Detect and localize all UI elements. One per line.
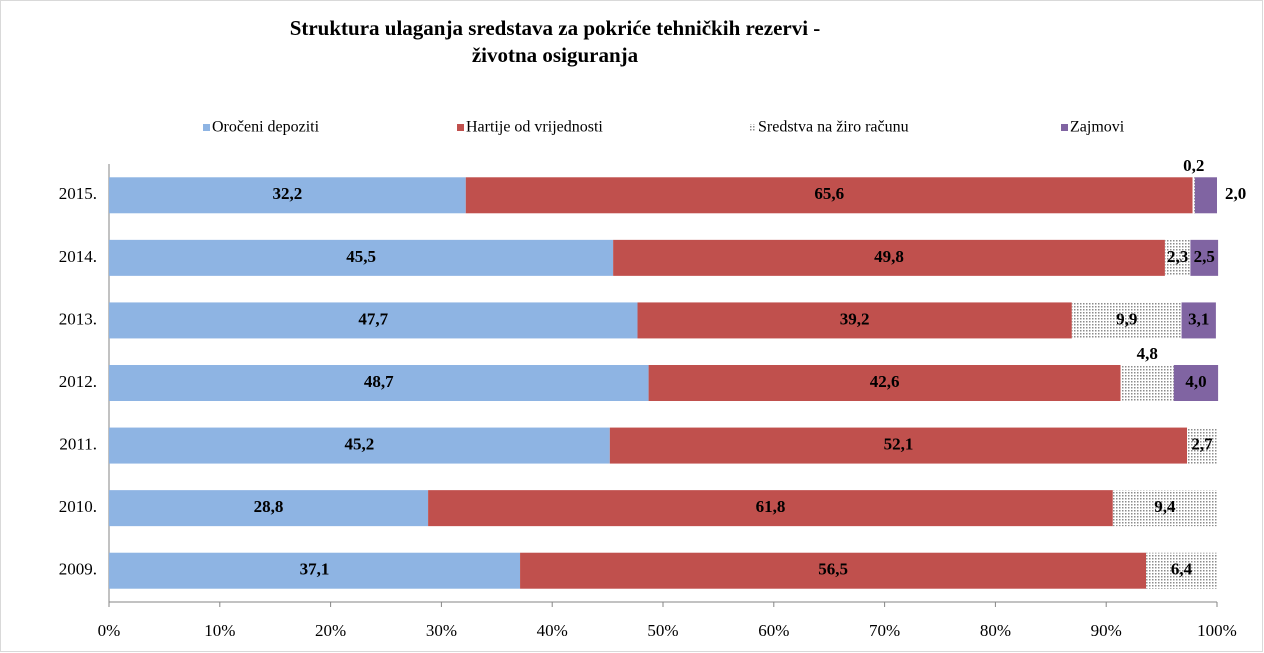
y-tick-label: 2010.: [59, 497, 97, 516]
legend-label: Zajmovi: [1070, 119, 1125, 136]
data-label: 42,6: [870, 372, 900, 391]
bar-segment: [613, 239, 1165, 276]
bar-segment: [109, 552, 521, 589]
bar-segment: [109, 302, 638, 339]
bar-segment: [109, 427, 610, 464]
data-label: 6,4: [1171, 560, 1193, 579]
x-tick-label: 60%: [758, 621, 789, 640]
data-label: 0,2: [1183, 156, 1204, 175]
legend-label: Oročeni depoziti: [212, 119, 320, 136]
bar-segment: [1164, 239, 1191, 276]
x-tick-label: 70%: [869, 621, 900, 640]
data-label: 32,2: [273, 184, 303, 203]
x-tick-label: 0%: [98, 621, 121, 640]
y-tick-label: 2015.: [59, 184, 97, 203]
bar-segment: [1190, 239, 1219, 276]
data-label: 9,4: [1154, 497, 1176, 516]
y-tick-label: 2013.: [59, 309, 97, 328]
y-tick-label: 2012.: [59, 372, 97, 391]
bar-segment: [109, 177, 466, 214]
data-label: 4,0: [1185, 372, 1206, 391]
bar-segment: [428, 490, 1113, 527]
data-label: 2,7: [1191, 434, 1213, 453]
data-label: 48,7: [364, 372, 394, 391]
bar-segment: [609, 427, 1188, 464]
x-tick-label: 100%: [1197, 621, 1237, 640]
data-label: 39,2: [840, 309, 870, 328]
bar-segment: [465, 177, 1193, 214]
bar-segment: [1192, 177, 1195, 214]
x-tick-label: 40%: [537, 621, 568, 640]
data-label: 4,8: [1137, 344, 1158, 363]
legend-swatch: [457, 124, 464, 131]
x-tick-label: 10%: [204, 621, 235, 640]
chart-title: Struktura ulaganja sredstava za pokriće …: [290, 16, 821, 40]
data-label: 37,1: [300, 560, 330, 579]
x-tick-label: 80%: [980, 621, 1011, 640]
data-label: 61,8: [756, 497, 786, 516]
bar-segment: [520, 552, 1147, 589]
bar-segment: [1146, 552, 1217, 589]
bar-segment: [1187, 427, 1217, 464]
bar-segment: [1181, 302, 1216, 339]
data-label: 3,1: [1188, 309, 1209, 328]
bar-segment: [1112, 490, 1217, 527]
data-label: 28,8: [254, 497, 284, 516]
legend-swatch: [1061, 124, 1068, 131]
bar-segment: [1194, 177, 1217, 214]
chart-subtitle: životna osiguranja: [472, 43, 639, 67]
data-label: 2,5: [1194, 247, 1215, 266]
data-label: 52,1: [884, 434, 914, 453]
legend-label: Hartije od vrijednosti: [466, 119, 603, 136]
bar-segment: [109, 239, 614, 276]
x-tick-label: 20%: [315, 621, 346, 640]
bar-segment: [648, 365, 1121, 401]
data-label: 56,5: [818, 560, 848, 579]
x-tick-label: 50%: [647, 621, 678, 640]
bar-segment: [109, 365, 649, 401]
legend-label: Sredstva na žiro računu: [758, 119, 909, 136]
y-tick-label: 2011.: [59, 434, 97, 453]
data-label: 9,9: [1116, 309, 1137, 328]
bar-segment: [1071, 302, 1182, 339]
y-tick-label: 2014.: [59, 247, 97, 266]
data-label: 65,6: [814, 184, 844, 203]
x-tick-label: 90%: [1091, 621, 1122, 640]
data-label: 2,0: [1225, 184, 1246, 203]
data-label: 49,8: [874, 247, 904, 266]
legend-swatch: [749, 124, 756, 131]
bar-segment: [1173, 365, 1219, 401]
x-tick-label: 30%: [426, 621, 457, 640]
y-tick-label: 2009.: [59, 560, 97, 579]
bar-segment: [637, 302, 1072, 339]
data-label: 47,7: [358, 309, 388, 328]
data-label: 45,5: [346, 247, 376, 266]
legend-swatch: [203, 124, 210, 131]
bar-segment: [109, 490, 429, 527]
data-label: 2,3: [1167, 247, 1188, 266]
bar-segment: [1120, 365, 1174, 401]
data-label: 45,2: [345, 434, 375, 453]
